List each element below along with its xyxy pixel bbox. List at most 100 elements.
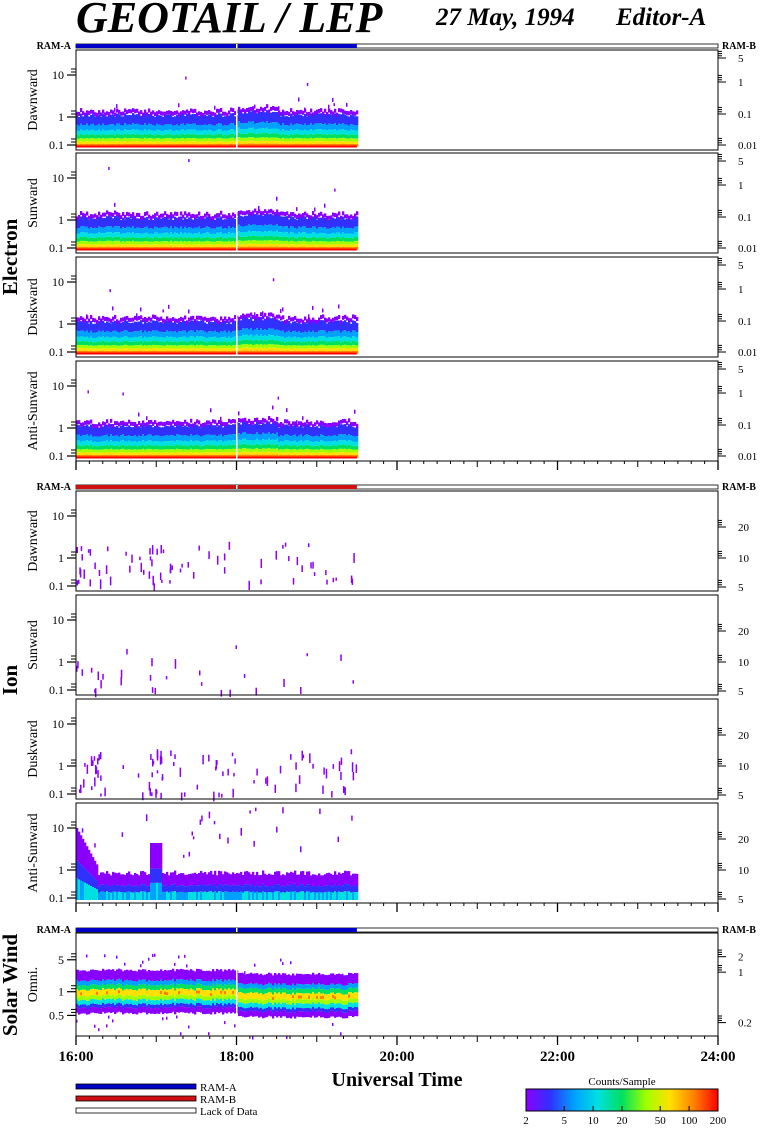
spectrogram-cell [248, 350, 251, 354]
spectrogram-cell [154, 420, 157, 425]
spectrogram-cell [180, 134, 183, 139]
spectrogram-cell [348, 247, 351, 250]
spectrogram-cell [274, 329, 277, 336]
spectrogram-cell [270, 454, 273, 458]
spectrogram-cell [302, 351, 305, 354]
spectrogram-cell [320, 211, 323, 216]
spectrogram-cell [310, 133, 313, 138]
spectrogram-cell [342, 232, 345, 237]
spectrogram-cell [310, 332, 313, 338]
spectrogram-cell [112, 449, 115, 453]
spectrogram-cell [274, 236, 277, 241]
spectrogram-cell [184, 315, 187, 320]
spectrogram-cell [328, 247, 331, 250]
spectrogram-cell [93, 756, 96, 761]
spectrogram-cell [192, 219, 195, 229]
spectrogram-cell [214, 419, 217, 424]
spectrogram-cell [354, 116, 357, 126]
spectrogram-cell [98, 436, 101, 442]
spectrogram-cell [260, 312, 263, 317]
spectrogram-cell [342, 345, 345, 349]
spectrogram-cell [348, 348, 351, 351]
spectrogram-cell [268, 214, 271, 225]
spectrogram-cell [308, 124, 311, 131]
spectrogram-cell [204, 134, 207, 139]
spectrogram-cell [176, 114, 179, 125]
spectrogram-cell [198, 330, 201, 337]
spectrogram-cell [170, 244, 173, 247]
spectrogram-cell [336, 141, 339, 145]
spectrogram-cell [108, 446, 111, 450]
spectrogram-cell [344, 444, 347, 449]
spectrogram-cell [216, 217, 219, 227]
spectrogram-cell [82, 440, 85, 446]
spectrogram-cell [216, 143, 219, 147]
spectrogram-cell [280, 309, 282, 314]
spectrogram-cell [290, 113, 293, 124]
spectrogram-cell [182, 422, 185, 427]
spectrogram-cell [194, 341, 197, 346]
spectrogram-cell [306, 452, 309, 455]
spectrogram-cell [212, 348, 215, 351]
spectrogram-cell [192, 340, 195, 345]
spectrogram-cell [78, 449, 81, 453]
spectrogram-cell [106, 244, 109, 247]
spectrogram-cell [250, 448, 253, 453]
spectrogram-cell [238, 433, 241, 440]
spectrogram-cell [154, 435, 157, 442]
spectrogram-cell [152, 238, 155, 242]
spectrogram-cell [76, 124, 79, 131]
spectrogram-cell [296, 348, 299, 352]
spectrogram-cell [204, 440, 207, 446]
ram-label-right: RAM-B [722, 41, 756, 52]
spectrogram-cell [196, 340, 199, 345]
spectrogram-cell [278, 427, 281, 437]
spectrogram-cell [134, 435, 137, 441]
spectrogram-cell [262, 244, 265, 247]
spectrogram-cell [278, 320, 281, 331]
spectrogram-cell [234, 419, 237, 424]
spectrogram-cell [206, 342, 209, 346]
spectrogram-cell [160, 452, 163, 456]
spectrogram-cell [338, 244, 341, 247]
spectrogram-cell [292, 336, 295, 342]
spectrogram-cell [82, 317, 85, 322]
spectrogram-cell [152, 348, 155, 351]
spectrogram-cell [152, 241, 155, 245]
spectrogram-cell [308, 214, 311, 219]
spectrogram-cell [130, 141, 133, 144]
spectrogram-cell [156, 422, 159, 427]
spectrogram-cell [172, 228, 175, 235]
spectrogram-cell [248, 210, 251, 215]
spectrogram-cell [320, 108, 323, 113]
spectrogram-cell [118, 338, 121, 343]
spectrogram-cell [108, 240, 111, 245]
spectrogram-cell [134, 454, 137, 458]
spectrogram-cell [316, 113, 319, 124]
spectrogram-cell [100, 446, 103, 450]
spectrogram-cell [168, 138, 171, 142]
spectrogram-cell [176, 345, 179, 349]
spectrogram-cell [218, 217, 221, 228]
spectrogram-cell [310, 233, 313, 238]
spectrogram-cell [80, 134, 83, 138]
spectrogram-cell [256, 243, 259, 247]
spectrogram-cell [316, 219, 319, 229]
spectrogram-cell [306, 440, 309, 445]
spectrogram-cell [342, 216, 345, 227]
spectrogram-cell [354, 134, 357, 139]
spectrogram-cell [116, 108, 119, 113]
spectrogram-cell [132, 244, 135, 247]
spectrogram-cell [332, 227, 335, 233]
right-tick-label: 20 [738, 522, 750, 534]
spectrogram-cell [322, 141, 325, 144]
spectrogram-cell [300, 237, 303, 242]
spectrogram-cell [298, 350, 301, 354]
spectrogram-cell [96, 323, 99, 333]
spectrogram-cell [226, 116, 229, 126]
spectrogram-cell [334, 330, 337, 337]
spectrogram-cell [324, 336, 327, 342]
spectrogram-cell [224, 138, 227, 142]
spectrogram-cell [144, 211, 147, 216]
